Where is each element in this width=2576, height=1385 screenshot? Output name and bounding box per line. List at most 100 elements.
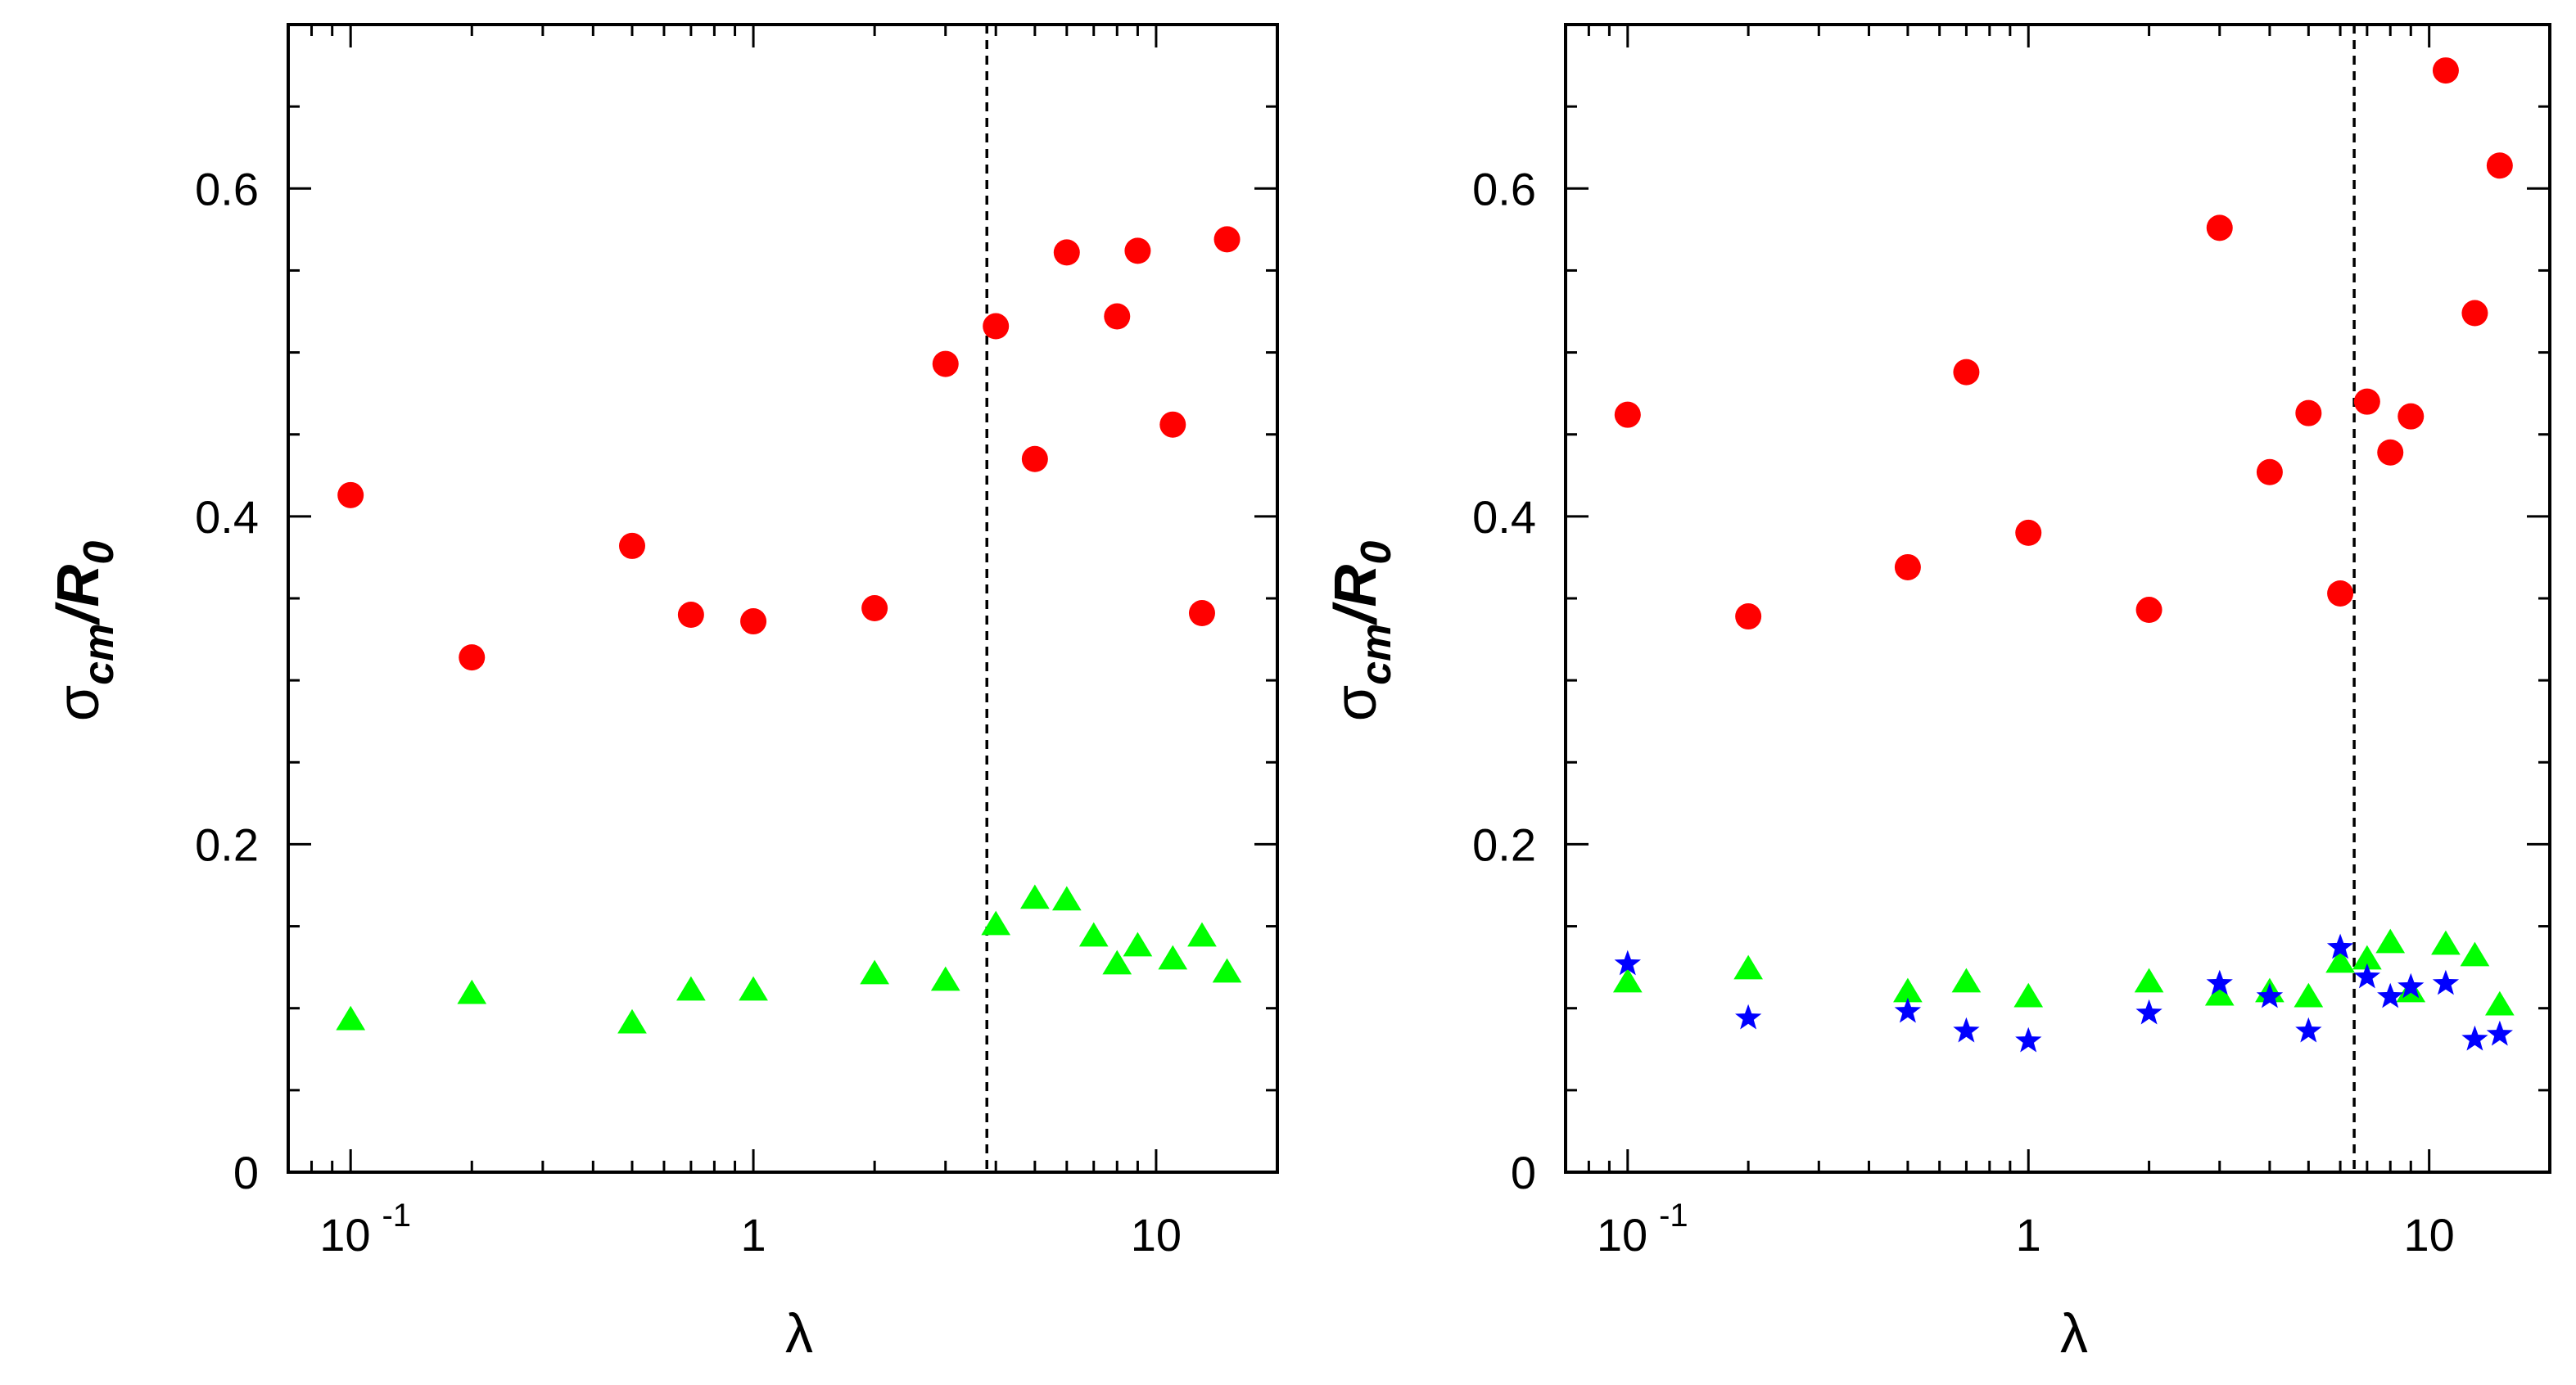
circle-point [932, 350, 959, 377]
x-tick-base: 1 [2016, 1209, 2041, 1261]
x-minor-ticks [1587, 25, 2412, 1172]
triangle-point [739, 976, 768, 1001]
star-point [2256, 982, 2284, 1008]
x-tick-label: 10 [2404, 1209, 2455, 1261]
star-point [2015, 1026, 2042, 1053]
x-tick-base: 10 [1597, 1209, 1647, 1261]
x-tick-label: 10 -1 [319, 1198, 411, 1261]
triangle-point [2375, 928, 2406, 954]
circle-point [1188, 600, 1215, 627]
x-axis-title: λ [785, 1302, 813, 1365]
y-title-sigma: σ [1323, 685, 1389, 721]
triangle-point [1123, 932, 1153, 957]
circle-point [2377, 439, 2404, 466]
y-tick-label: 0.4 [195, 491, 259, 543]
circle-point [2256, 458, 2283, 485]
triangle-point [617, 1008, 647, 1034]
star-point [2326, 933, 2354, 959]
triangle-point [1051, 886, 1082, 911]
x-tick-exponent: -1 [382, 1198, 411, 1234]
triangle-point [2485, 990, 2515, 1016]
circle-point [2206, 214, 2233, 241]
circle-point [459, 644, 486, 671]
x-tick-base: 10 [2404, 1209, 2455, 1261]
triangle-point [2431, 930, 2461, 955]
x-minor-ticks [310, 25, 1139, 1172]
y-tick-label: 0 [233, 1147, 259, 1198]
y-tick-label: 0.6 [1472, 163, 1536, 214]
triangle-point [2294, 982, 2324, 1008]
circle-point [337, 481, 364, 508]
x-tick-base: 10 [319, 1209, 370, 1261]
circle-point [1735, 603, 1762, 630]
circle-point [983, 313, 1010, 340]
plot-frame [1564, 23, 2551, 1174]
triangle-point [981, 910, 1011, 936]
triangle-point [1158, 945, 1188, 970]
triangle-point [1078, 922, 1109, 947]
triangle-point [1187, 922, 1217, 947]
x-tick-label: 1 [2016, 1209, 2041, 1261]
circle-point [2432, 57, 2459, 84]
triangle-point [1020, 884, 1050, 909]
circle-point [2295, 399, 2322, 426]
triangle-point [2204, 981, 2235, 1006]
circle-point [1124, 237, 1151, 264]
series-circles [1614, 57, 2513, 630]
x-tick-base: 10 [1131, 1209, 1182, 1261]
y-tick-label: 0 [1511, 1147, 1536, 1198]
circle-point [740, 608, 767, 635]
y-title-over-r: /R [46, 565, 111, 626]
plot-frame [287, 23, 1279, 1174]
star-point [1953, 1017, 1980, 1043]
series-stars [1614, 933, 2513, 1053]
circle-point [1021, 445, 1048, 472]
y-title-over-r: /R [1323, 565, 1389, 626]
star-point [2432, 969, 2460, 995]
triangle-point [1102, 950, 1132, 975]
y-minor-ticks [288, 105, 1277, 1092]
y-title-sub-0: 0 [1353, 541, 1400, 565]
triangle-point [860, 959, 889, 985]
circle-point [1053, 239, 1080, 266]
series-circles [337, 226, 1241, 671]
y-tick-label: 0.4 [1472, 491, 1536, 543]
star-point [2353, 963, 2380, 989]
circle-point [1213, 226, 1241, 253]
series-triangles [1612, 928, 2515, 1016]
y-tick-label: 0.6 [195, 163, 259, 214]
triangle-point [1612, 968, 1643, 993]
x-tick-label: 1 [740, 1209, 766, 1261]
triangle-point [2325, 948, 2355, 973]
star-point [2206, 969, 2233, 995]
x-axis-title: λ [2060, 1302, 2088, 1365]
circle-point [1159, 411, 1186, 438]
y-tick-label: 0.2 [1472, 819, 1536, 870]
y-title-sigma: σ [46, 685, 111, 721]
triangle-point [457, 979, 487, 1004]
circle-point [1614, 401, 1641, 428]
circle-point [677, 602, 704, 629]
x-tick-label: 10 -1 [1597, 1198, 1688, 1261]
y-title-sub-0: 0 [75, 541, 123, 565]
y-axis-title: σcm/R0 [1323, 541, 1400, 722]
y-tick-label: 0.2 [195, 819, 259, 870]
circle-point [1953, 359, 1980, 386]
circle-point [2461, 300, 2488, 327]
star-point [1614, 950, 1641, 976]
y-axis-title: σcm/R0 [46, 541, 123, 722]
triangle-point [1212, 958, 1242, 983]
star-point [2135, 999, 2162, 1025]
star-point [1894, 997, 1922, 1023]
circle-point [2015, 519, 2042, 546]
y-title-sub-cm: cm [75, 624, 123, 685]
circle-point [1894, 553, 1921, 580]
triangle-point [336, 1005, 366, 1031]
triangle-point [1893, 977, 1923, 1003]
y-title-sub-cm: cm [1353, 624, 1400, 685]
star-point [2461, 1025, 2488, 1051]
circle-point [1104, 303, 1131, 330]
